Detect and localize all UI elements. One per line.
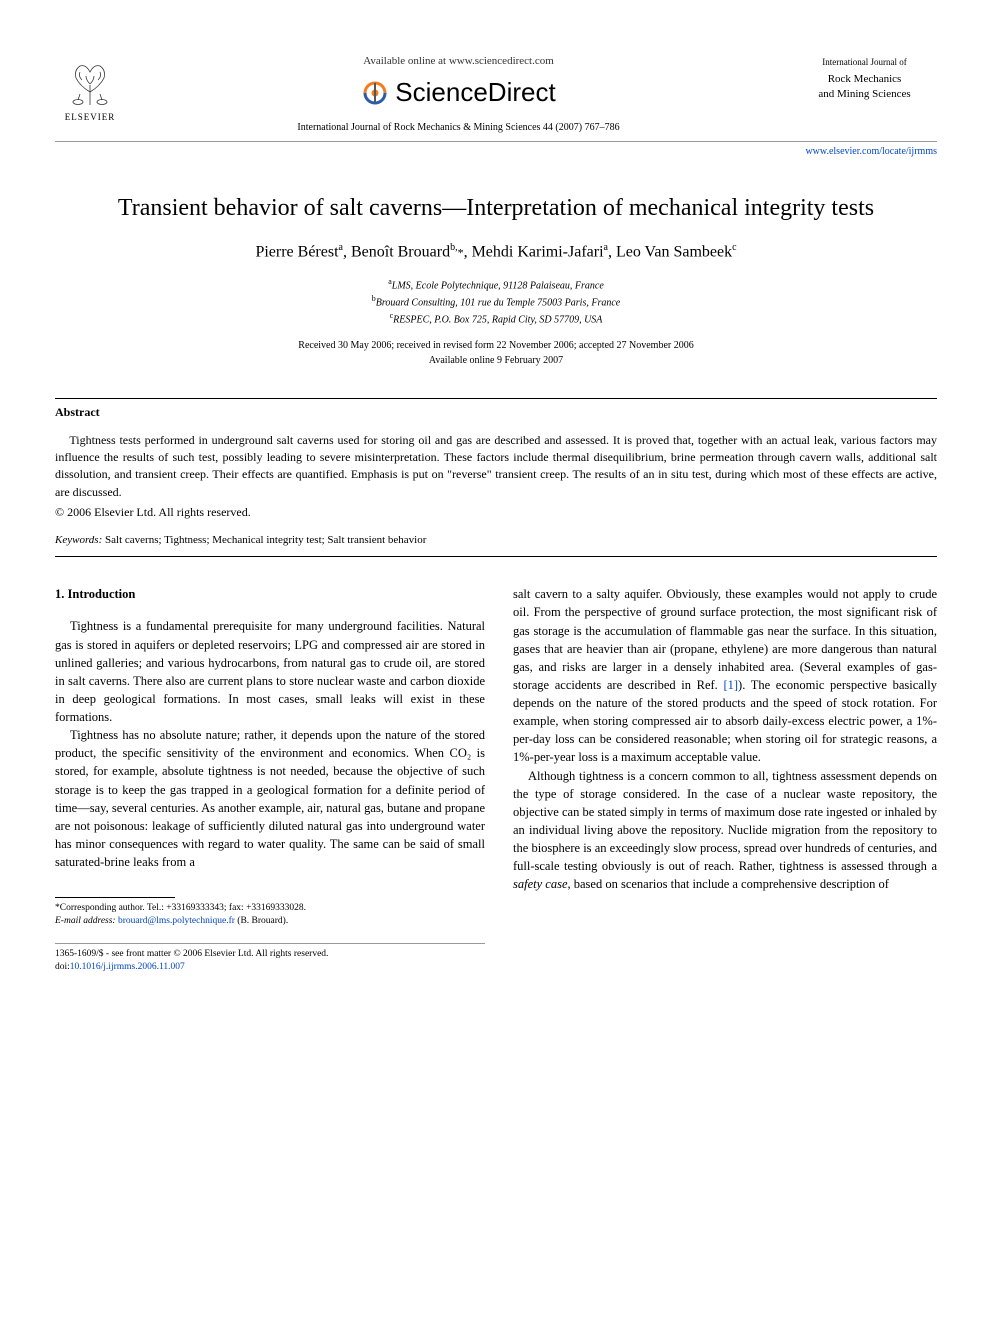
intro-p4: Although tightness is a concern common t…: [513, 767, 937, 894]
left-column: 1. Introduction Tightness is a fundament…: [55, 585, 485, 974]
author-2-aff: b,: [450, 242, 458, 253]
header-rule: [55, 141, 937, 142]
available-online-text: Available online at www.sciencedirect.co…: [125, 55, 792, 67]
right-column: salt cavern to a salty aquifer. Obviousl…: [513, 585, 937, 974]
journal-header: ELSEVIER Available online at www.science…: [55, 50, 937, 133]
keywords-text: Salt caverns; Tightness; Mechanical inte…: [105, 534, 426, 546]
intro-p4-b: , based on scenarios that include a comp…: [568, 877, 889, 891]
footnote-rule: [55, 897, 175, 898]
journal-title-block: International Journal of Rock Mechanics …: [792, 50, 937, 102]
elsevier-logo: ELSEVIER: [55, 50, 125, 122]
author-3: Mehdi Karimi-Jafari: [472, 244, 604, 261]
journal-title-line2: and Mining Sciences: [792, 87, 937, 102]
abstract-text: Tightness tests performed in underground…: [55, 432, 937, 502]
author-2: Benoît Brouard: [351, 244, 450, 261]
intro-p1: Tightness is a fundamental prerequisite …: [55, 617, 485, 726]
keywords-label: Keywords:: [55, 534, 102, 546]
affiliation-a: LMS, Ecole Polytechnique, 91128 Palaisea…: [392, 280, 604, 291]
front-matter-line: 1365-1609/$ - see front matter © 2006 El…: [55, 948, 485, 961]
journal-supertitle: International Journal of: [792, 56, 937, 69]
body-columns: 1. Introduction Tightness is a fundament…: [55, 585, 937, 974]
corresponding-footnote: *Corresponding author. Tel.: +3316933334…: [55, 902, 485, 929]
corr-email-paren: (B. Brouard).: [237, 916, 288, 926]
affiliation-b: Brouard Consulting, 101 rue du Temple 75…: [376, 297, 620, 308]
intro-p3-a: salt cavern to a salty aquifer. Obviousl…: [513, 587, 937, 692]
corr-email[interactable]: brouard@lms.polytechnique.fr: [118, 916, 235, 926]
online-date: Available online 9 February 2007: [55, 353, 937, 368]
elsevier-tree-icon: [60, 50, 120, 110]
abstract-top-rule: [55, 398, 937, 399]
journal-url[interactable]: www.elsevier.com/locate/ijrmms: [55, 146, 937, 157]
safety-case-term: safety case: [513, 877, 568, 891]
affiliations: aLMS, Ecole Polytechnique, 91128 Palaise…: [55, 276, 937, 328]
author-4-aff: c: [732, 242, 736, 253]
article-dates: Received 30 May 2006; received in revise…: [55, 338, 937, 368]
abstract-label: Abstract: [55, 405, 937, 420]
author-list: Pierre Béresta, Benoît Brouardb,*, Mehdi…: [55, 242, 937, 261]
doi-label: doi:: [55, 962, 70, 972]
ref-1-link[interactable]: [1]: [723, 678, 738, 692]
corresponding-marker: *: [458, 246, 464, 260]
email-label: E-mail address:: [55, 916, 116, 926]
sciencedirect-logo: ScienceDirect: [125, 77, 792, 108]
section-1-heading: 1. Introduction: [55, 585, 485, 603]
received-date: Received 30 May 2006; received in revise…: [55, 338, 937, 353]
author-4: Leo Van Sambeek: [616, 244, 732, 261]
footer-rule: [55, 943, 485, 944]
intro-p3: salt cavern to a salty aquifer. Obviousl…: [513, 585, 937, 766]
sciencedirect-icon: [361, 79, 389, 107]
article-title: Transient behavior of salt caverns—Inter…: [55, 192, 937, 224]
intro-p4-a: Although tightness is a concern common t…: [513, 769, 937, 874]
keywords-line: Keywords: Salt caverns; Tightness; Mecha…: [55, 534, 937, 546]
journal-citation: International Journal of Rock Mechanics …: [125, 122, 792, 133]
journal-title-line1: Rock Mechanics: [792, 72, 937, 87]
abstract-bottom-rule: [55, 556, 937, 557]
doi-value[interactable]: 10.1016/j.ijrmms.2006.11.007: [70, 962, 185, 972]
intro-p2: Tightness has no absolute nature; rather…: [55, 726, 485, 871]
affiliation-c: RESPEC, P.O. Box 725, Rapid City, SD 577…: [393, 315, 602, 326]
corr-author-line: *Corresponding author. Tel.: +3316933334…: [55, 902, 485, 915]
author-1-aff: a: [339, 242, 343, 253]
abstract-copyright: © 2006 Elsevier Ltd. All rights reserved…: [55, 505, 937, 520]
elsevier-name: ELSEVIER: [65, 112, 116, 122]
author-3-aff: a: [604, 242, 608, 253]
sciencedirect-text: ScienceDirect: [395, 77, 555, 108]
doi-line: doi:10.1016/j.ijrmms.2006.11.007: [55, 961, 485, 974]
author-1: Pierre Bérest: [255, 244, 338, 261]
center-header: Available online at www.sciencedirect.co…: [125, 50, 792, 133]
